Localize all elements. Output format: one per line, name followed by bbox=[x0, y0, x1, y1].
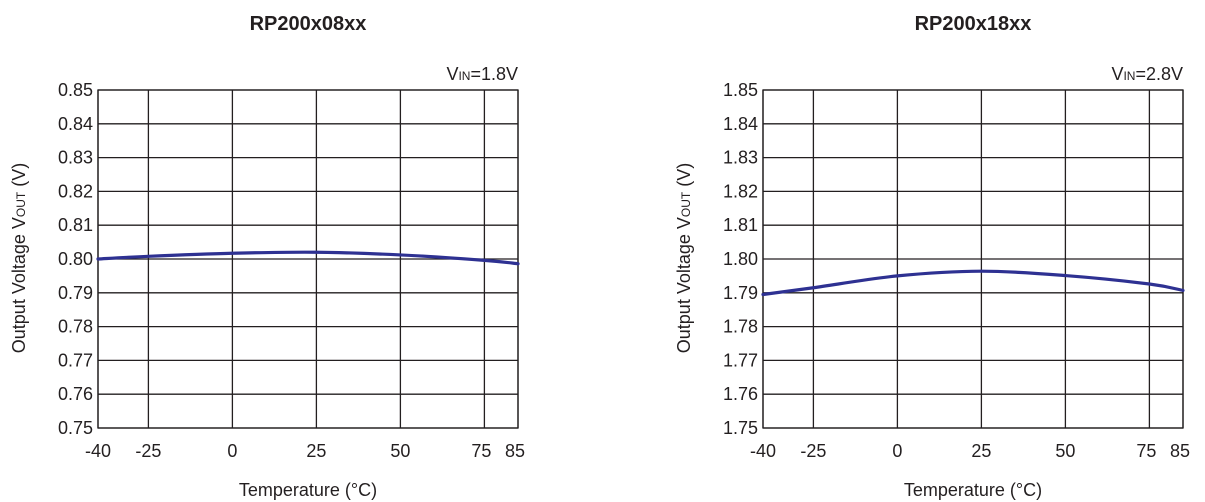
x-tick-label: -40 bbox=[750, 441, 776, 461]
y-tick-label: 1.76 bbox=[723, 384, 758, 404]
y-tick-label: 0.80 bbox=[58, 249, 93, 269]
chart-rp200x18xx: RP200x18xx VIN=2.8V Temperature (°C) Out… bbox=[674, 13, 1190, 500]
y-axis-label: Output Voltage VOUT (V) bbox=[9, 163, 29, 353]
x-axis-label: Temperature (°C) bbox=[239, 480, 377, 500]
plot-area: 1.75 1.76 1.77 1.78 1.79 1.80 1.81 1.82 1.83 1.84… bbox=[723, 80, 1190, 461]
x-axis-label: Temperature (°C) bbox=[904, 480, 1042, 500]
y-tick-label: 1.77 bbox=[723, 350, 758, 370]
y-tick-label: 1.79 bbox=[723, 283, 758, 303]
series-line bbox=[761, 269, 1185, 297]
y-tick-label: 1.81 bbox=[723, 215, 758, 235]
x-tick-label: 75 bbox=[1136, 441, 1156, 461]
series-line bbox=[96, 250, 520, 266]
y-tick-label: 0.84 bbox=[58, 114, 93, 134]
x-tick-label: 85 bbox=[1170, 441, 1190, 461]
x-tick-label: 50 bbox=[1055, 441, 1075, 461]
x-tick-label: -25 bbox=[135, 441, 161, 461]
chart-title: RP200x08xx bbox=[250, 13, 367, 35]
y-tick-label: 0.82 bbox=[58, 181, 93, 201]
y-tick-label: 1.78 bbox=[723, 317, 758, 337]
y-tick-label: 0.76 bbox=[58, 384, 93, 404]
y-tick-label: 1.83 bbox=[723, 148, 758, 168]
y-tick-label: 1.82 bbox=[723, 181, 758, 201]
plot-frame bbox=[762, 89, 1184, 429]
y-tick-label: 0.81 bbox=[58, 215, 93, 235]
input-voltage-condition: VIN=2.8V bbox=[1111, 64, 1183, 84]
y-tick-label: 1.75 bbox=[723, 418, 758, 438]
x-tick-label: 0 bbox=[227, 441, 237, 461]
chart-title: RP200x18xx bbox=[915, 13, 1032, 35]
y-tick-label: 1.84 bbox=[723, 114, 758, 134]
y-tick-label: 0.75 bbox=[58, 418, 93, 438]
y-tick-label: 0.85 bbox=[58, 80, 93, 100]
input-voltage-condition: VIN=1.8V bbox=[446, 64, 518, 84]
chart-rp200x08xx: RP200x08xx VIN=1.8V Temperature (°C) Out… bbox=[9, 13, 525, 500]
x-tick-label: -40 bbox=[85, 441, 111, 461]
y-tick-label: 0.77 bbox=[58, 350, 93, 370]
y-tick-label: 1.85 bbox=[723, 80, 758, 100]
x-tick-label: 25 bbox=[306, 441, 326, 461]
x-tick-label: 50 bbox=[390, 441, 410, 461]
y-tick-label: 0.78 bbox=[58, 317, 93, 337]
x-tick-label: -25 bbox=[800, 441, 826, 461]
y-axis-label: Output Voltage VOUT (V) bbox=[674, 163, 694, 353]
x-tick-label: 25 bbox=[971, 441, 991, 461]
y-tick-label: 1.80 bbox=[723, 249, 758, 269]
plot-area: 0.75 0.76 0.77 0.78 0.79 0.80 0.81 0.82 0.83 0.84… bbox=[58, 80, 525, 461]
y-tick-label: 0.83 bbox=[58, 148, 93, 168]
x-tick-label: 85 bbox=[505, 441, 525, 461]
y-tick-label: 0.79 bbox=[58, 283, 93, 303]
x-tick-label: 75 bbox=[471, 441, 491, 461]
x-tick-label: 0 bbox=[892, 441, 902, 461]
